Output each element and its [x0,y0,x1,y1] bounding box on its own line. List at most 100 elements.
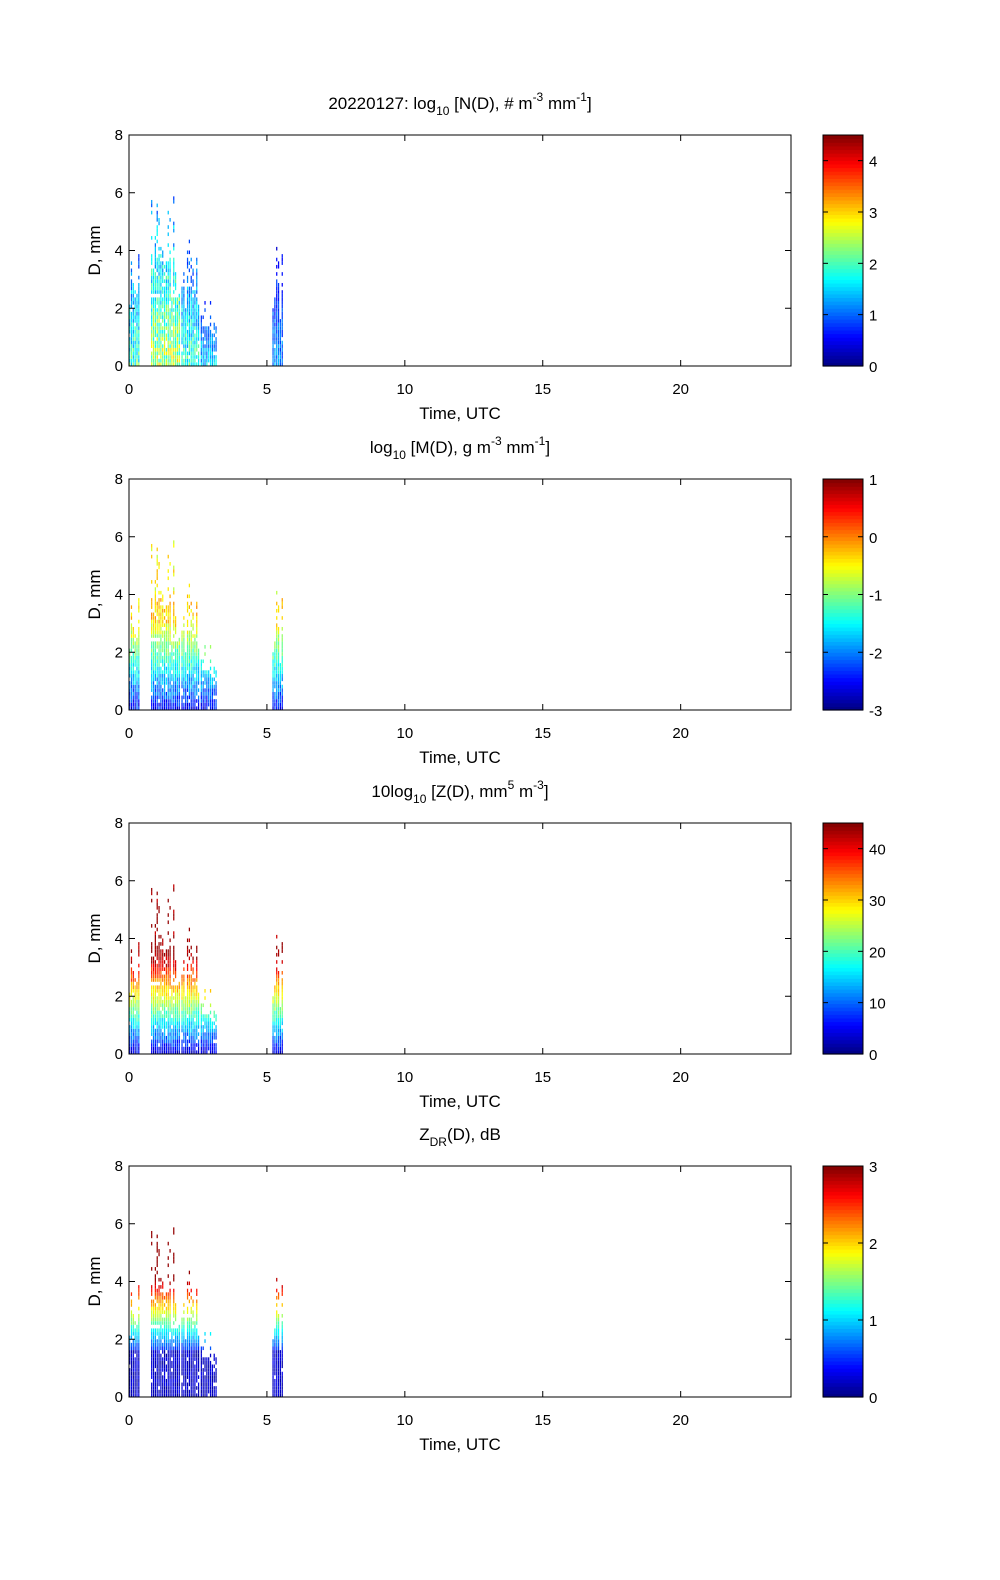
heatmap-cell [174,304,177,309]
heatmap-cell [174,688,177,692]
heatmap-cell [274,1364,276,1369]
heatmap-cell [202,1393,204,1397]
heatmap-cell [274,645,276,649]
heatmap-cell [138,333,140,338]
heatmap-cell [173,1277,175,1282]
heatmap-cell [192,322,194,327]
heatmap-cell [160,1292,162,1296]
heatmap-cell [162,358,164,363]
heatmap-cell [192,666,194,671]
heatmap-cell [192,695,194,700]
heatmap-cell [129,1046,131,1051]
heatmap-cell [154,1335,156,1340]
heatmap-cell [208,1360,210,1365]
heatmap-cell [181,355,183,359]
heatmap-cell [136,666,138,671]
heatmap-cell [151,1389,153,1394]
heatmap-cell [167,1382,169,1387]
heatmap-cell [160,1028,162,1033]
heatmap-cell [196,329,198,334]
heatmap-cell [174,329,177,334]
heatmap-cell [165,619,168,624]
heatmap-cell [190,1032,192,1036]
colorbar-segment [823,257,863,262]
heatmap-cell [183,347,185,352]
heatmap-cell [192,297,194,302]
heatmap-cell [152,272,155,276]
heatmap-cell [169,706,171,710]
heatmap-cell [190,655,192,660]
heatmap-cell [276,1375,278,1379]
y-tick-label: 0 [115,702,123,719]
heatmap-cell [163,301,166,305]
colorbar-tick-label: 0 [869,1390,877,1407]
heatmap-cell [202,706,204,710]
heatmap-cell [185,362,187,366]
heatmap-cell [173,1378,175,1383]
heatmap-cell [163,362,166,366]
heatmap-cell [138,261,140,265]
heatmap-cell [165,952,168,957]
heatmap-cell [178,1389,180,1394]
heatmap-cell [183,695,185,700]
heatmap-cell [154,1292,156,1296]
heatmap-cell [192,1368,194,1372]
heatmap-cell [160,297,162,302]
heatmap-cell [136,1375,138,1379]
heatmap-cell [134,659,136,664]
heatmap-cell [277,1328,280,1333]
heatmap-cell [181,1321,183,1325]
heatmap-cell [213,358,215,363]
heatmap-cell [211,362,213,366]
heatmap-cell [190,1382,192,1387]
heatmap-cell [160,999,162,1004]
heatmap-cell [178,688,180,692]
heatmap-cell [167,1035,169,1040]
heatmap-cell [167,1310,169,1314]
heatmap-cell [156,1389,158,1394]
heatmap-cell [151,978,153,982]
heatmap-cell [162,1046,164,1051]
heatmap-cell [192,351,194,356]
heatmap-cell [167,1321,169,1325]
heatmap-cell [160,1346,162,1351]
heatmap-cell [186,619,189,624]
heatmap-cell [194,311,196,316]
heatmap-cell [130,362,133,366]
heatmap-cell [130,347,133,352]
heatmap-cell [132,1046,134,1051]
heatmap-cell [208,688,210,692]
colorbar-segment [823,1353,863,1358]
heatmap-cell [190,322,192,327]
heatmap-cell [188,315,191,320]
heatmap-cell [279,1353,282,1358]
heatmap-cell [274,1003,276,1008]
heatmap-cell [206,1017,208,1022]
heatmap-cell [151,1360,153,1365]
x-tick-label: 10 [396,1412,413,1429]
heatmap-cell [156,699,158,703]
heatmap-cell [130,999,133,1004]
heatmap-cell [190,666,192,671]
colorbar-segment [823,587,863,592]
heatmap-cell [202,344,204,348]
heatmap-cell [197,655,200,660]
heatmap-cell [132,301,134,305]
heatmap-cell [183,1010,185,1015]
heatmap-cell [190,347,192,352]
heatmap-cell [130,648,133,653]
heatmap-cell [162,695,164,700]
heatmap-cell [215,1386,217,1390]
heatmap-cell [196,1346,198,1351]
colorbar-segment [823,297,863,302]
heatmap-cell [196,1335,198,1340]
heatmap-cell [156,967,158,971]
heatmap-cell [202,355,204,359]
heatmap-cell [281,978,283,982]
heatmap-cell [209,677,212,682]
heatmap-cell [174,670,177,674]
heatmap-cell [276,1386,278,1390]
title-part: [N(D), # m [449,94,532,113]
heatmap-cell [186,355,189,359]
axes-frame [128,478,792,711]
